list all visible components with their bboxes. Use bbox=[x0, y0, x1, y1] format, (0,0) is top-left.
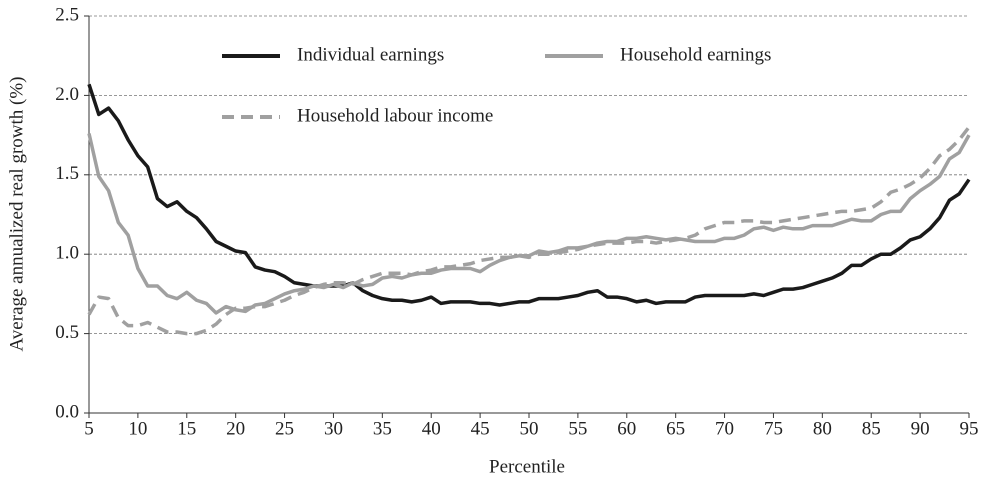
x-tick-label: 40 bbox=[422, 418, 441, 439]
series-line bbox=[87, 83, 971, 307]
y-tick-label: 2.0 bbox=[55, 84, 79, 105]
x-tick-label: 50 bbox=[520, 418, 539, 439]
series-line bbox=[87, 126, 971, 336]
x-tick-label: 80 bbox=[813, 418, 832, 439]
y-tick-label: 2.5 bbox=[55, 4, 79, 25]
y-axis-label: Average annualized real growth (%) bbox=[6, 76, 27, 351]
y-tick-label: 0.0 bbox=[55, 401, 79, 422]
x-tick-label: 30 bbox=[324, 418, 343, 439]
x-tick-label: 75 bbox=[764, 418, 783, 439]
x-tick-label: 65 bbox=[666, 418, 685, 439]
x-tick-label: 45 bbox=[471, 418, 490, 439]
legend-label: Household earnings bbox=[620, 44, 771, 65]
x-tick-label: 10 bbox=[128, 418, 147, 439]
x-tick-label: 5 bbox=[84, 418, 94, 439]
x-tick-label: 60 bbox=[617, 418, 636, 439]
x-tick-label: 70 bbox=[715, 418, 734, 439]
y-tick-label: 1.0 bbox=[55, 243, 79, 264]
y-tick-label: 0.5 bbox=[55, 322, 79, 343]
y-tick-label: 1.5 bbox=[55, 163, 79, 184]
legend-label: Household labour income bbox=[297, 105, 493, 126]
x-tick-label: 95 bbox=[960, 418, 979, 439]
x-axis-label: Percentile bbox=[489, 456, 565, 477]
x-tick-label: 35 bbox=[373, 418, 392, 439]
x-tick-label: 25 bbox=[275, 418, 294, 439]
x-tick-label: 20 bbox=[226, 418, 245, 439]
x-tick-label: 85 bbox=[862, 418, 881, 439]
x-tick-label: 90 bbox=[911, 418, 930, 439]
x-tick-label: 15 bbox=[177, 418, 196, 439]
x-tick-label: 55 bbox=[568, 418, 587, 439]
legend-label: Individual earnings bbox=[297, 44, 444, 65]
series-line bbox=[87, 133, 971, 315]
